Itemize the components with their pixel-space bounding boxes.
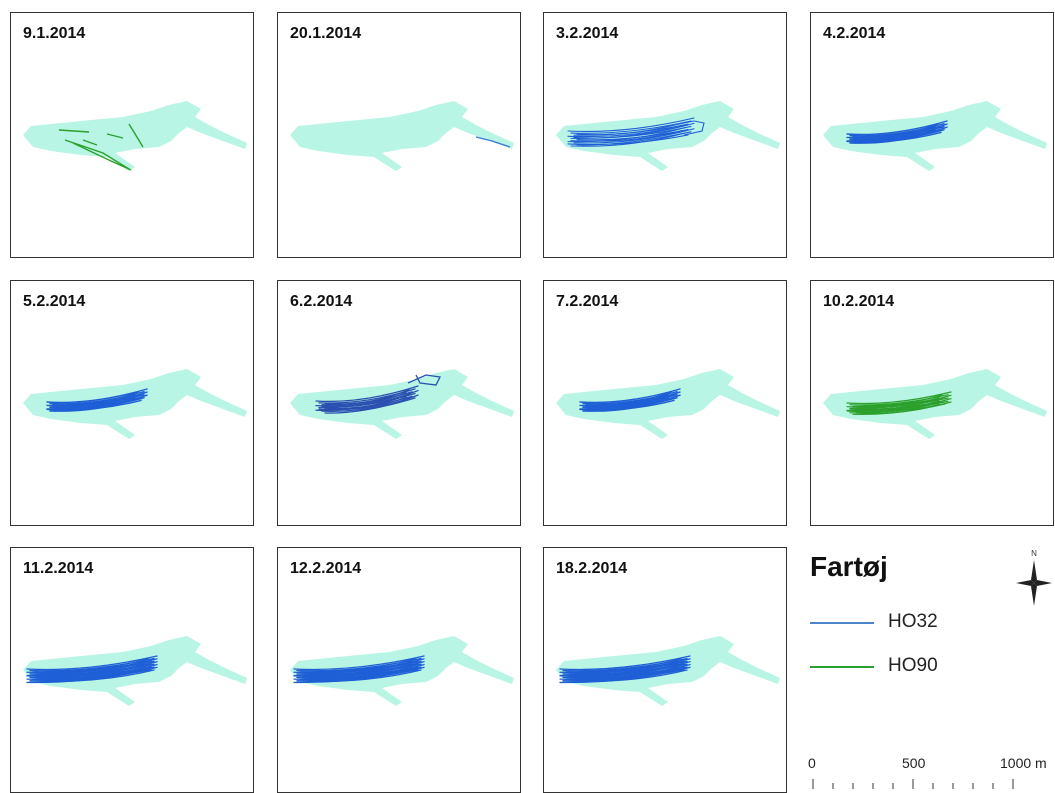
- panel-date: 20.1.2014: [290, 25, 362, 42]
- area-map: [23, 101, 247, 171]
- map-panel: 5.2.2014: [10, 280, 254, 526]
- fishing-area: [823, 101, 1047, 171]
- panel-date: 7.2.2014: [556, 293, 619, 310]
- legend-swatch-ho90: [810, 666, 874, 668]
- scale-label-500: 500: [902, 755, 926, 771]
- scale-ticks: [812, 779, 1014, 789]
- panel-date: 11.2.2014: [23, 560, 94, 577]
- north-arrow-icon: N: [1016, 549, 1052, 606]
- legend-title: Fartøj: [810, 551, 888, 582]
- legend-label-ho32: HO32: [888, 611, 938, 632]
- panel-date: 10.2.2014: [823, 293, 895, 310]
- map-panel: 3.2.2014: [543, 12, 787, 258]
- scale-label-0: 0: [808, 755, 816, 771]
- panel-date: 12.2.2014: [290, 560, 362, 577]
- map-panel: 6.2.2014: [277, 280, 521, 526]
- area-map: [556, 369, 780, 439]
- north-label: N: [1031, 549, 1037, 558]
- panel-date: 6.2.2014: [290, 293, 353, 310]
- map-panel: 9.1.2014: [10, 12, 254, 258]
- fishing-area: [290, 369, 514, 439]
- map-panel: 20.1.2014: [277, 12, 521, 258]
- legend-label-ho90: HO90: [888, 655, 938, 676]
- panel-date: 18.2.2014: [556, 560, 628, 577]
- legend-swatch-ho32: [810, 622, 874, 624]
- area-map: [290, 369, 514, 439]
- area-map: [556, 636, 780, 706]
- scale-bar: 0 500 1000 m: [804, 755, 1055, 789]
- map-panel: 18.2.2014: [543, 547, 787, 793]
- area-map: [823, 369, 1047, 439]
- panel-date: 4.2.2014: [823, 25, 886, 42]
- fishing-area: [23, 369, 247, 439]
- area-map: [290, 636, 514, 706]
- area-map: [556, 101, 780, 171]
- fishing-area: [556, 369, 780, 439]
- map-panel: 12.2.2014: [277, 547, 521, 793]
- legend: Fartøj HO32 HO90: [810, 545, 1055, 789]
- fishing-area: [290, 101, 514, 171]
- map-panel: 4.2.2014: [810, 12, 1054, 258]
- area-map: [823, 101, 1047, 171]
- panel-date: 5.2.2014: [23, 293, 86, 310]
- area-map: [23, 369, 247, 439]
- panel-date: 3.2.2014: [556, 25, 619, 42]
- area-map: [23, 636, 247, 706]
- map-panel: 11.2.2014: [10, 547, 254, 793]
- fishing-area: [23, 101, 247, 171]
- map-panel: 7.2.2014: [543, 280, 787, 526]
- map-panel: 10.2.2014: [810, 280, 1054, 526]
- scale-label-1000: 1000 m: [1000, 755, 1047, 771]
- area-map: [290, 101, 514, 171]
- panel-date: 9.1.2014: [23, 25, 86, 42]
